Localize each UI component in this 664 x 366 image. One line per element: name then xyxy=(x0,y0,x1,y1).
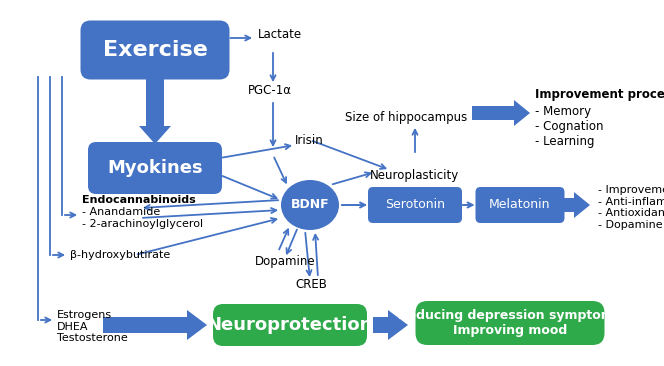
Polygon shape xyxy=(103,310,207,340)
Text: Size of hippocampus: Size of hippocampus xyxy=(345,112,467,124)
Text: Improvement process: Improvement process xyxy=(535,88,664,101)
FancyBboxPatch shape xyxy=(368,187,462,223)
FancyBboxPatch shape xyxy=(213,304,367,346)
Text: β-hydroxybutirate: β-hydroxybutirate xyxy=(70,250,170,260)
Text: Endocannabinoids: Endocannabinoids xyxy=(82,195,196,205)
Text: Lactate: Lactate xyxy=(258,29,302,41)
Text: - Improvement sleep quality
- Anti-inflammatory factor
- Antioxidant
- Dopamine : - Improvement sleep quality - Anti-infla… xyxy=(598,185,664,230)
Text: Irisin: Irisin xyxy=(295,134,324,146)
Text: Serotonin: Serotonin xyxy=(385,198,445,212)
FancyBboxPatch shape xyxy=(475,187,564,223)
FancyBboxPatch shape xyxy=(416,301,604,345)
FancyBboxPatch shape xyxy=(80,20,230,79)
Text: - Anandamide
- 2-arachinoylglycerol: - Anandamide - 2-arachinoylglycerol xyxy=(82,207,203,229)
Text: Neuroprotection: Neuroprotection xyxy=(207,316,373,334)
Text: Exercise: Exercise xyxy=(102,40,207,60)
Polygon shape xyxy=(373,310,408,340)
Text: BDNF: BDNF xyxy=(291,198,329,212)
Text: PGC-1α: PGC-1α xyxy=(248,83,292,97)
Polygon shape xyxy=(472,100,530,126)
Text: Reducing depression symptoms
Improving mood: Reducing depression symptoms Improving m… xyxy=(398,309,622,337)
Text: - Memory
- Cognation
- Learning: - Memory - Cognation - Learning xyxy=(535,105,604,148)
FancyBboxPatch shape xyxy=(88,142,222,194)
Text: Neuroplasticity: Neuroplasticity xyxy=(370,168,459,182)
Text: Dopamine: Dopamine xyxy=(255,255,315,269)
Text: Melatonin: Melatonin xyxy=(489,198,550,212)
Ellipse shape xyxy=(281,180,339,230)
Polygon shape xyxy=(139,78,171,144)
Text: CREB: CREB xyxy=(295,279,327,291)
Polygon shape xyxy=(562,192,590,218)
Text: Estrogens
DHEA
Testosterone: Estrogens DHEA Testosterone xyxy=(57,310,127,343)
Text: Myokines: Myokines xyxy=(107,159,203,177)
